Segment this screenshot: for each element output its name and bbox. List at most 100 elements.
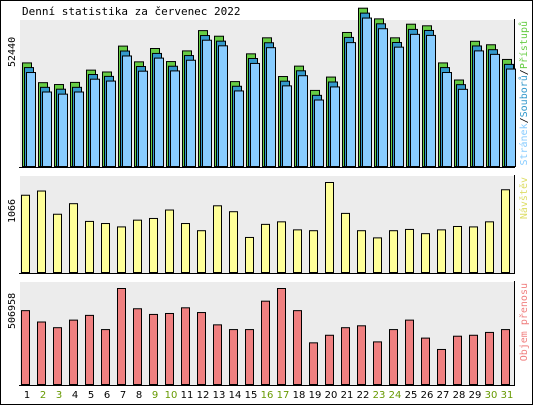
bar-volume-day-29 xyxy=(469,334,478,386)
bar-volume-day-9 xyxy=(149,313,158,385)
legend-entry: / xyxy=(519,69,530,75)
bar-visits-day-16 xyxy=(261,223,270,274)
bar-visits-day-20 xyxy=(325,182,334,273)
day-label-8: 8 xyxy=(136,390,142,401)
bar-visits-day-29 xyxy=(469,226,478,274)
bar-volume-day-15 xyxy=(245,329,254,385)
bar-visits-day-10 xyxy=(165,209,174,273)
bar-visits-day-31 xyxy=(501,189,510,273)
bar-volume-day-10 xyxy=(165,312,174,385)
day-label-19: 19 xyxy=(309,390,322,401)
bar-stránek-day-31 xyxy=(506,68,516,167)
bar-volume-day-17 xyxy=(277,288,286,385)
day-label-4: 4 xyxy=(72,390,78,401)
bar-stránek-day-14 xyxy=(234,90,244,167)
bar-visits-day-1 xyxy=(21,194,30,273)
bar-stránek-day-19 xyxy=(314,99,324,167)
bar-volume-day-22 xyxy=(357,325,366,385)
bar-stránek-day-23 xyxy=(378,28,388,167)
panel-visits: 1066 Návštěv xyxy=(7,175,530,274)
day-label-22: 22 xyxy=(357,390,370,401)
day-label-6: 6 xyxy=(104,390,110,401)
bar-volume-day-7 xyxy=(117,288,126,385)
day-label-31: 31 xyxy=(501,390,514,401)
bar-volume-day-19 xyxy=(309,342,318,386)
bar-stránek-day-20 xyxy=(330,86,340,167)
bar-stránek-day-16 xyxy=(266,47,276,167)
bar-stránek-day-17 xyxy=(282,85,292,167)
bar-visits-day-12 xyxy=(197,230,206,273)
bar-stránek-day-7 xyxy=(122,55,132,167)
bar-visits-day-28 xyxy=(453,225,462,273)
day-label-26: 26 xyxy=(421,390,434,401)
legend-entry: Návštěv xyxy=(518,177,530,219)
bar-visits-day-24 xyxy=(389,230,398,273)
bar-visits-day-13 xyxy=(213,205,222,273)
bar-stránek-day-15 xyxy=(250,62,260,167)
bar-visits-day-8 xyxy=(133,219,142,273)
bar-stránek-day-28 xyxy=(458,88,468,167)
bar-volume-day-3 xyxy=(53,327,62,385)
legend-volume: Objem přenosu xyxy=(518,283,530,361)
bar-visits-day-18 xyxy=(293,229,302,274)
day-label-25: 25 xyxy=(405,390,418,401)
legend-entry: Souborů xyxy=(518,75,530,117)
bar-volume-day-25 xyxy=(405,319,414,385)
bar-stránek-day-30 xyxy=(490,53,500,167)
bar-visits-day-15 xyxy=(245,236,254,274)
bar-volume-day-31 xyxy=(501,329,510,385)
day-label-28: 28 xyxy=(453,390,466,401)
bar-stránek-day-25 xyxy=(410,33,420,168)
bar-volume-day-13 xyxy=(213,324,222,386)
bar-stránek-day-1 xyxy=(26,72,36,167)
bar-visits-day-23 xyxy=(373,237,382,273)
bar-visits-day-11 xyxy=(181,223,190,273)
bar-visits-day-21 xyxy=(341,212,350,273)
bar-visits-day-19 xyxy=(309,230,318,273)
bar-stránek-day-9 xyxy=(154,57,164,167)
bar-stránek-day-11 xyxy=(186,59,196,168)
bar-stránek-day-8 xyxy=(138,70,148,167)
bar-volume-day-4 xyxy=(69,319,78,385)
day-label-29: 29 xyxy=(469,390,482,401)
bar-visits-day-2 xyxy=(37,190,46,273)
bar-volume-day-23 xyxy=(373,341,382,385)
day-label-24: 24 xyxy=(389,390,402,401)
bar-stránek-day-27 xyxy=(442,72,452,167)
panel-volume: 506958 Objem přenosu xyxy=(7,281,530,386)
bar-volume-day-6 xyxy=(101,329,110,385)
bar-volume-day-2 xyxy=(37,321,46,385)
bar-visits-day-9 xyxy=(149,217,158,274)
day-label-21: 21 xyxy=(341,390,354,401)
bar-volume-day-28 xyxy=(453,335,462,385)
day-label-13: 13 xyxy=(213,390,226,401)
bar-stránek-day-10 xyxy=(170,70,180,167)
bar-stránek-day-4 xyxy=(74,91,84,167)
day-label-3: 3 xyxy=(56,390,62,401)
bar-visits-day-30 xyxy=(485,221,494,273)
bar-volume-day-18 xyxy=(293,310,302,386)
legend-entry: Přístupů xyxy=(518,21,530,69)
chart-title: Denní statistika za červenec 2022 xyxy=(22,5,241,18)
day-label-1: 1 xyxy=(24,390,30,401)
day-label-11: 11 xyxy=(181,390,194,401)
day-label-17: 17 xyxy=(277,390,290,401)
bar-visits-day-6 xyxy=(101,223,110,273)
day-label-23: 23 xyxy=(373,390,386,401)
bar-visits-day-27 xyxy=(437,229,446,274)
bar-volume-day-26 xyxy=(421,337,430,385)
day-label-7: 7 xyxy=(120,390,126,401)
bar-visits-day-22 xyxy=(357,230,366,273)
bar-stránek-day-21 xyxy=(346,42,356,167)
legend-entry: Stránek xyxy=(518,123,530,165)
bar-visits-day-25 xyxy=(405,228,414,273)
bar-visits-day-5 xyxy=(85,220,94,274)
day-label-2: 2 xyxy=(40,390,46,401)
bar-stránek-day-24 xyxy=(394,46,404,167)
bar-volume-day-16 xyxy=(261,300,270,385)
day-label-5: 5 xyxy=(88,390,94,401)
legend-hits: Stránek/Souborů/Přístupů xyxy=(518,21,530,166)
day-label-27: 27 xyxy=(437,390,450,401)
bar-volume-day-11 xyxy=(181,307,190,385)
y-max-label-visits: 1066 xyxy=(7,199,18,223)
